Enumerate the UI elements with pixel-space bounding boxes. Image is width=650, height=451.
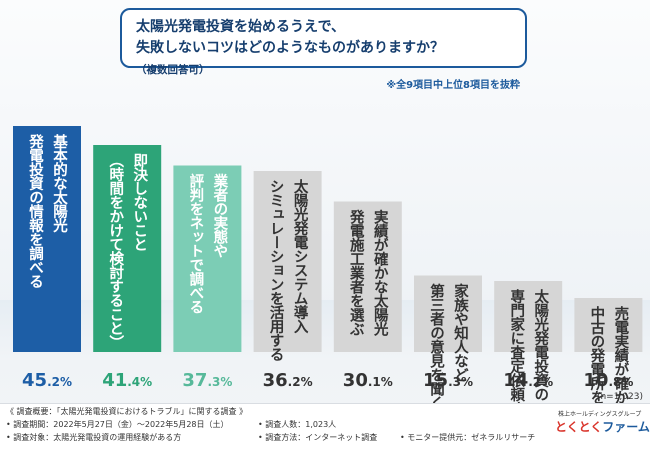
bar-4-value: 36.2% [263,370,313,391]
question-line-1: 太陽光発電投資を始めるうえで、 [136,19,346,35]
bar-7-value: 14.2% [503,370,553,391]
question-line-2: 失敗しないコツはどのようなものがありますか？ （複数回答可） [136,38,515,81]
survey-subjects: • 調査対象：太陽光発電投資の運用経験がある方 [6,433,182,442]
bar-7-label-col-1: 太陽光発電投資の [532,288,549,401]
bar-3 [173,165,242,352]
survey-provider: • モニター提供元：ゼネラルリサーチ [400,433,536,442]
bar-2-label-col-2: （時間をかけて検討すること） [107,153,124,349]
bar-1-label-col-1: 基本的な太陽光 [51,133,68,234]
bar-6-label-col-2: 第三者の意見を聞く [428,282,445,403]
bar-3-label-col-2: 評判をネットで調べる [187,172,203,314]
footer [0,403,650,451]
bar-7-label-col-2: 専門家に査定依頼する [508,288,524,403]
bar-8 [574,298,643,352]
bar-2-label-col-1: 即決しないこと [131,153,147,252]
question-line-2-text: 失敗しないコツはどのようなものがありますか？ [136,40,444,56]
bar-6-label-col-1: 家族や知人など [452,282,468,382]
bar-2-value: 41.4% [102,370,152,391]
survey-period: • 調査期間：2022年5月27日（金）～2022年5月28日（土） [6,420,229,429]
bar-3-label-col-1: 業者の実態や [211,172,228,258]
question-box: 太陽光発電投資を始めるうえで、 失敗しないコツはどのようなものがありますか？ （複… [120,8,527,76]
bar-1-label-col-2: 発電投資の情報を調べる [27,133,44,289]
brand-logo: とくとくファーム [555,418,650,435]
sample-size-label: (n=1,023) [597,392,643,402]
bar-5-value: 30.1% [343,370,393,391]
note-top-8: ※全9項目中上位8項目を抜粋 [386,80,520,91]
survey-title: 《 調査概要：「太陽光発電投資におけるトラブル」に関する調査 》 [6,407,248,416]
survey-count: • 調査人数：1,023人 [258,420,337,429]
bar-4-label-col-2: シミュレーションを活用する [268,179,284,362]
bar-7 [494,281,563,352]
bar-1 [13,126,81,352]
bar-8-value: 10.8% [583,370,633,391]
question-suffix: （複数回答可） [136,64,210,76]
bar-4-label-col-1: 太陽光発電システム導入 [292,178,309,334]
bar-5-label-col-1: 実績が確かな太陽光 [372,208,389,337]
bar-8-label-col-1: 売電実績が確かな [612,305,628,403]
survey-method: • 調査方法：インターネット調査 [258,433,378,442]
bar-6 [414,275,482,352]
bar-8-label-col-2: 中古の発電所を購入する [588,305,605,403]
bar-3-value: 37.3% [182,370,232,391]
bar-6-value: 15.3% [423,370,473,391]
bar-1-value: 45.2% [22,370,72,391]
brand-suffix: ファーム [602,420,650,434]
bar-5 [333,201,402,352]
bar-5-label-col-2: 発電施工業者を選ぶ [348,208,365,336]
bar-4 [253,171,322,352]
brand-group: 株上ホールディングスグループ [558,411,642,418]
brand-main: とくとく [555,420,603,434]
bar-2 [93,145,162,352]
